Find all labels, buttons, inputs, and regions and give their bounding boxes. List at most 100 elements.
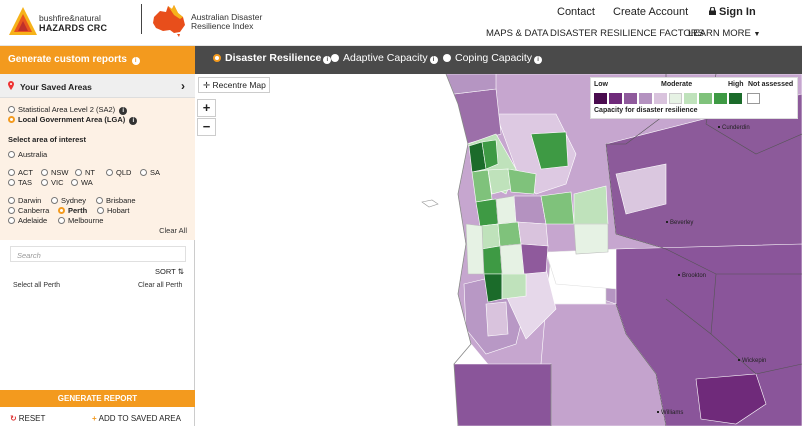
radio-label: WA [81,178,93,187]
info-icon[interactable]: i [429,56,438,64]
legend-caption: Capacity for disaster resilience [594,107,698,114]
legend-swatch [684,93,697,104]
radio-icon [8,179,15,186]
reset-button[interactable]: ↻ RESET [10,414,45,423]
logo2-line1: Australian Disaster [191,12,263,22]
radio-sa[interactable]: SA [140,168,160,177]
radio-australia[interactable]: Australia [8,150,47,159]
add-to-saved-area-button[interactable]: + ADD TO SAVED AREA [92,414,181,423]
select-all-perth-link[interactable]: Select all Perth [13,282,61,289]
info-icon[interactable]: i [323,56,332,64]
radio-sa2[interactable]: Statistical Area Level 2 (SA2) i [8,105,128,115]
adri-logo[interactable]: Australian Disaster Resilience Index [150,3,290,39]
logo2-line2: Resilience Index [191,21,254,31]
australia-map-icon [153,5,185,37]
radio-label: NT [85,168,95,177]
crosshair-icon: ✛ [203,80,211,90]
radio-act[interactable]: ACT [8,168,33,177]
radio-label: QLD [116,168,132,177]
info-icon[interactable]: i [131,57,140,65]
town-label: Wickepin [738,358,766,364]
radio-icon [443,54,451,62]
map-pin-icon [8,81,14,90]
nav-create-account[interactable]: Create Account [613,6,689,18]
legend-swatch [699,93,712,104]
radio-brisbane[interactable]: Brisbane [96,196,136,205]
saved-areas-label: Your Saved Areas [20,82,92,92]
bnhcrc-logo[interactable]: bushfire&natural HAZARDS CRC [8,5,138,39]
radio-label: Local Government Area (LGA) [18,115,126,124]
radio-label: Statistical Area Level 2 (SA2) [18,105,116,114]
generate-custom-reports-tab[interactable]: Generate custom reports i [0,46,195,74]
radio-nsw[interactable]: NSW [41,168,69,177]
select-area-label: Select area of interest [8,135,86,144]
radio-melbourne[interactable]: Melbourne [58,216,103,225]
radio-vic[interactable]: VIC [41,178,64,187]
nav-contact[interactable]: Contact [557,6,595,18]
generate-report-button[interactable]: GENERATE REPORT [0,390,195,407]
radio-tas[interactable]: TAS [8,178,32,187]
nav-sign-in[interactable]: Sign In [709,6,756,18]
radio-label: Australia [18,150,48,159]
zoom-in-button[interactable]: + [197,99,216,117]
radio-icon [41,179,48,186]
radio-darwin[interactable]: Darwin [8,196,41,205]
radio-adelaide[interactable]: Adelaide [8,216,47,225]
radio-qld[interactable]: QLD [106,168,131,177]
radio-icon [8,169,15,176]
reset-icon: ↻ [10,414,17,423]
town-label: Cunderdin [718,125,750,131]
town-label: Brookton [678,273,706,279]
radio-label: Adelaide [18,216,48,225]
tab-bar: Generate custom reports i Disaster Resil… [0,46,802,74]
your-saved-areas[interactable]: Your Saved Areas › [0,74,195,98]
zoom-out-button[interactable]: − [197,118,216,136]
clear-all-link[interactable]: Clear All [159,226,187,235]
radio-selected-icon [213,54,221,62]
tab-coping-capacity[interactable]: Coping Capacity i [443,52,543,64]
choropleth-map[interactable] [196,74,802,426]
lock-icon [709,6,716,15]
recentre-label: Recentre Map [212,80,266,90]
radio-label: Sydney [61,196,87,205]
plus-icon: + [92,414,97,423]
learn-more-label: LEARN MORE [688,28,751,39]
clear-all-perth-link[interactable]: Clear all Perth [138,282,183,289]
logo-divider [141,4,142,34]
radio-selected-icon [58,207,65,214]
radio-icon [8,197,15,204]
info-icon[interactable]: i [534,56,543,64]
info-icon[interactable]: i [119,107,128,115]
radio-icon [58,217,65,224]
nav-disaster-resilience-factors[interactable]: DISASTER RESILIENCE FACTORS [550,28,704,39]
radio-label: Perth [68,206,88,215]
radio-hobart[interactable]: Hobart [97,206,130,215]
radio-canberra[interactable]: Canberra [8,206,49,215]
nav-maps-data[interactable]: MAPS & DATA [486,28,549,39]
radio-perth[interactable]: Perth [58,206,87,215]
search-input[interactable]: Search [10,246,186,262]
recentre-map-button[interactable]: ✛ Recentre Map [198,77,270,93]
sort-button[interactable]: SORT ⇅ [155,267,184,276]
legend-low-label: Low [594,81,608,88]
radio-icon [331,54,339,62]
radio-wa[interactable]: WA [71,178,93,187]
radio-icon [75,169,82,176]
legend-swatch-not-assessed [747,93,760,104]
info-icon[interactable]: i [129,117,138,125]
legend-swatch [624,93,637,104]
nav-learn-more[interactable]: LEARN MORE ▼ [688,28,760,39]
radio-sydney[interactable]: Sydney [51,196,86,205]
bnhcrc-logo-icon [9,7,37,35]
radio-icon [8,207,15,214]
radio-nt[interactable]: NT [75,168,95,177]
sign-in-label: Sign In [719,6,756,18]
radio-label: Canberra [18,206,50,215]
sort-icon: ⇅ [177,267,184,276]
town-label: Beverley [666,220,693,226]
radio-lga[interactable]: Local Government Area (LGA) i [8,115,138,125]
site-header: bushfire&natural HAZARDS CRC Australian … [0,0,802,46]
tab-disaster-resilience[interactable]: Disaster Resilience i [213,52,332,64]
legend-moderate-label: Moderate [661,81,693,88]
tab-adaptive-capacity[interactable]: Adaptive Capacity i [331,52,438,64]
